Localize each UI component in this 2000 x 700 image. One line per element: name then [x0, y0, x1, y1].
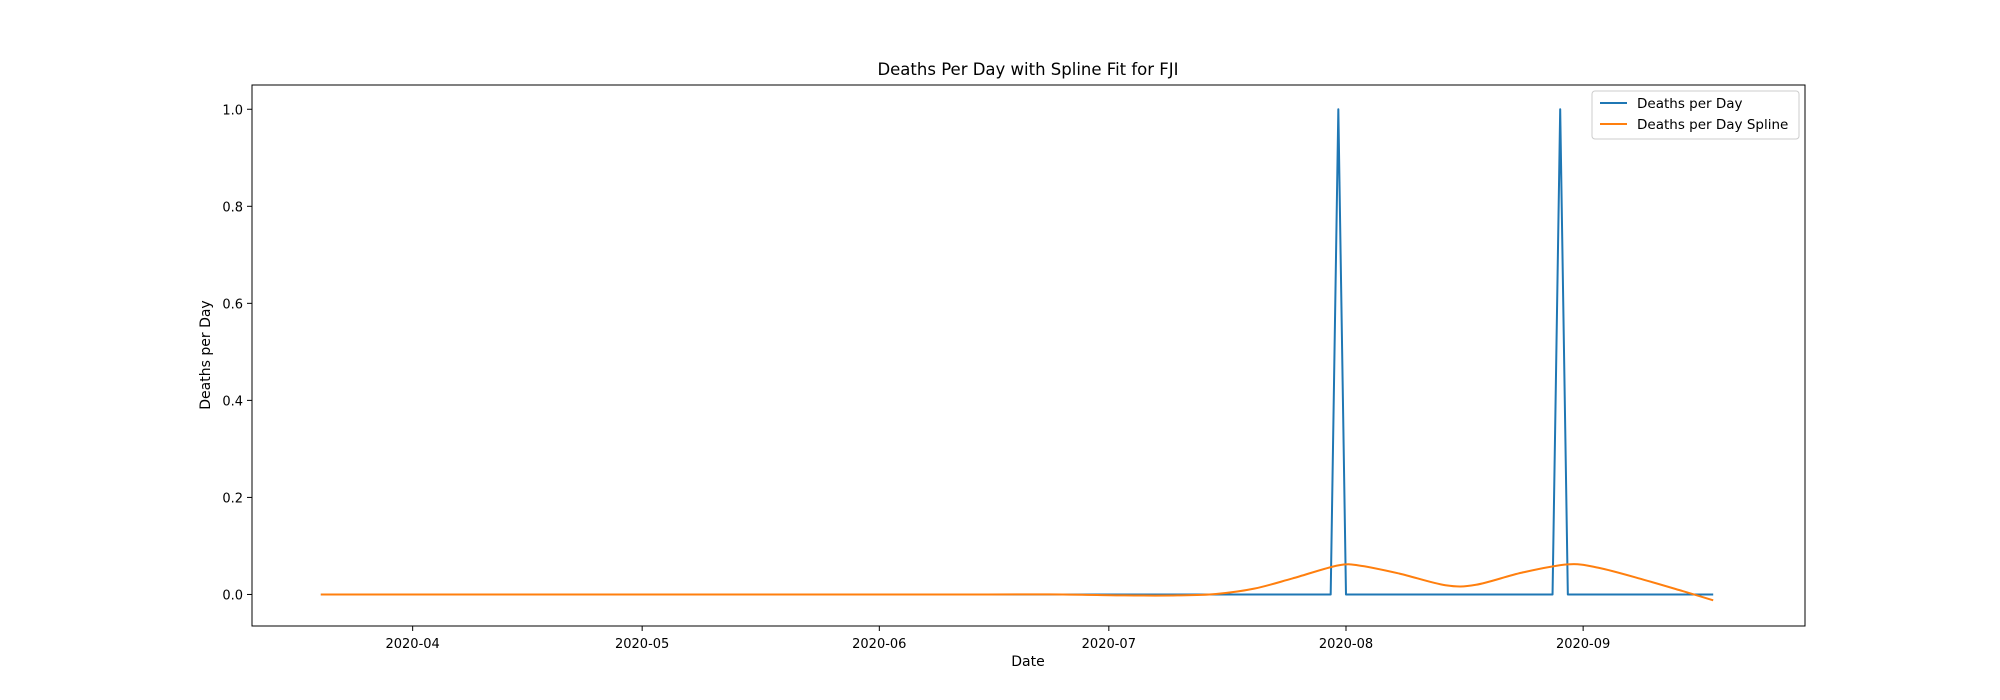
chart-title: Deaths Per Day with Spline Fit for FJI: [877, 60, 1178, 79]
x-tick-label: 2020-08: [1319, 637, 1373, 652]
legend: Deaths per Day Deaths per Day Spline: [1591, 90, 1800, 140]
series-line-deaths-per-day: [320, 108, 1714, 596]
y-axis: 0.0 0.2 0.4 0.6 0.8 1.0: [222, 103, 252, 603]
x-tick-label: 2020-06: [852, 637, 906, 652]
y-tick-label: 0.6: [222, 297, 243, 312]
x-tick-label: 2020-09: [1556, 637, 1610, 652]
legend-box: [1591, 90, 1800, 140]
x-axis: 2020-04 2020-05 2020-06 2020-07 2020-08 2020-…: [385, 626, 1610, 652]
y-tick-label: 0.2: [222, 491, 243, 506]
x-tick-label: 2020-05: [615, 637, 669, 652]
series-line-deaths-per-day-spline: [320, 563, 1714, 602]
y-axis-label: Deaths per Day: [198, 300, 214, 409]
x-tick-label: 2020-04: [385, 637, 439, 652]
legend-label-deaths-per-day: Deaths per Day: [1637, 96, 1743, 112]
plot-frame: [251, 84, 1806, 627]
x-axis-label: Date: [1011, 654, 1044, 670]
y-tick-label: 0.0: [222, 588, 243, 603]
series-layer: [320, 108, 1714, 602]
legend-label-deaths-per-day-spline: Deaths per Day Spline: [1637, 117, 1788, 133]
y-tick-label: 0.4: [222, 394, 243, 409]
x-tick-label: 2020-07: [1082, 637, 1136, 652]
y-tick-label: 1.0: [222, 103, 243, 118]
y-tick-label: 0.8: [222, 200, 243, 215]
